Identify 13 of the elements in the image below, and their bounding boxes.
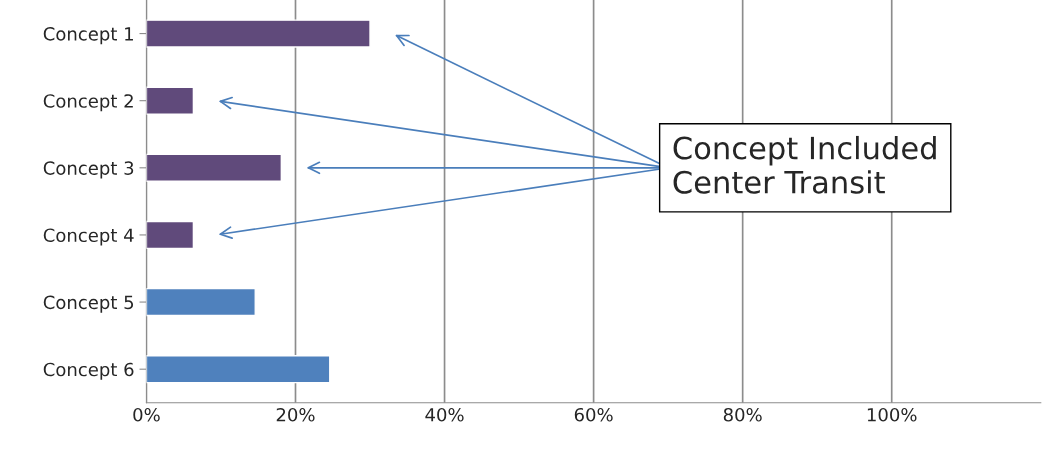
annotation: Concept Included Center Transit — [673, 135, 936, 194]
x-tick-label: 40% — [425, 407, 464, 422]
y-tick-label: Concept 4 — [43, 228, 134, 246]
x-tick-label: 100% — [867, 407, 917, 422]
x-tick-label: 60% — [574, 407, 613, 422]
y-tick-label: Concept 1 — [43, 27, 133, 45]
y-tick-label: Concept 3 — [43, 161, 134, 179]
x-tick-label: 20% — [276, 407, 315, 422]
y-tick-label: Concept 5 — [43, 295, 134, 313]
x-tick-label: 0% — [133, 407, 160, 422]
y-tick-label: Concept 6 — [43, 362, 134, 380]
y-tick-label: Concept 2 — [43, 94, 133, 112]
x-tick-label: 80% — [723, 407, 762, 422]
